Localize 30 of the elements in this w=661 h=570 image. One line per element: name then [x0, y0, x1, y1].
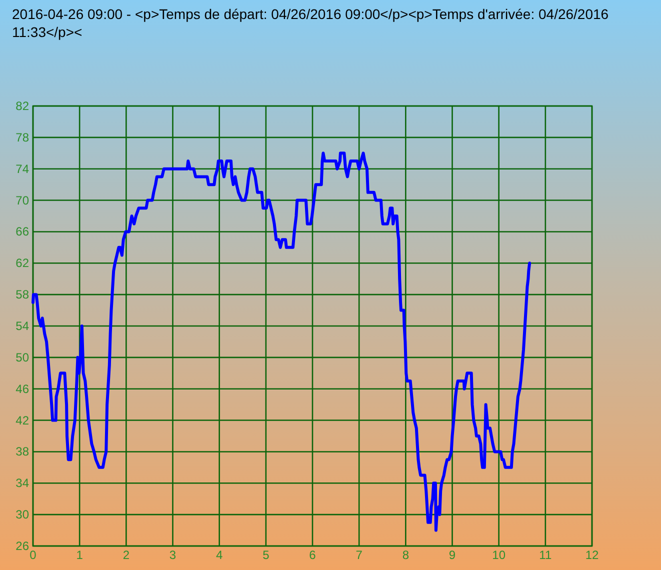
x-tick-label: 5 [262, 548, 270, 562]
y-tick-label: 62 [16, 256, 30, 270]
x-tick-label: 12 [585, 548, 599, 562]
x-tick-label: 3 [169, 548, 176, 562]
y-tick-label: 82 [16, 99, 30, 113]
y-tick-label: 46 [16, 382, 30, 396]
y-tick-label: 42 [16, 413, 30, 428]
y-tick-label: 34 [16, 476, 30, 490]
y-tick-label: 78 [16, 130, 30, 144]
x-tick-label: 8 [402, 548, 410, 562]
y-tick-label: 50 [16, 350, 30, 364]
x-tick-label: 4 [216, 548, 223, 562]
y-tick-label: 66 [16, 224, 30, 239]
x-tick-label: 2 [122, 548, 130, 562]
y-tick-label: 70 [16, 193, 30, 208]
x-tick-label: 11 [539, 548, 552, 562]
y-tick-label: 26 [16, 539, 30, 553]
chart-title: 2016-04-26 09:00 - <p>Temps de départ: 04/26/2016 09:00</p><p>Temps d'arrivée: 04/26/2016 11:33</p>< [12, 6, 609, 40]
x-tick-label: 1 [76, 548, 84, 562]
x-tick-label: 10 [492, 548, 506, 562]
y-tick-label: 74 [16, 162, 30, 176]
y-tick-label: 30 [16, 508, 30, 522]
x-tick-label: 6 [309, 548, 316, 562]
y-tick-label: 38 [16, 444, 30, 459]
x-tick-label: 0 [30, 548, 37, 562]
x-tick-label: 9 [448, 548, 456, 562]
y-tick-label: 58 [16, 288, 30, 302]
line-series [32, 152, 532, 532]
y-tick-label: 54 [16, 319, 30, 333]
x-tick-label: 7 [356, 548, 363, 562]
